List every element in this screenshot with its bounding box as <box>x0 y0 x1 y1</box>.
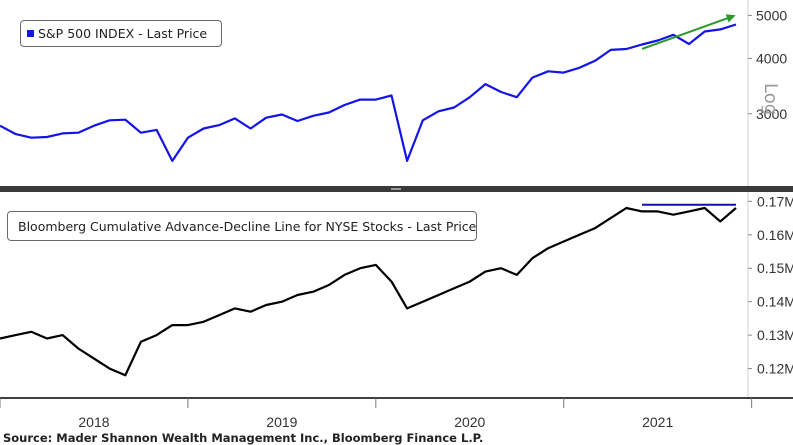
x-tick-label: 2020 <box>454 414 485 430</box>
legend-label-adline: Bloomberg Cumulative Advance-Decline Lin… <box>18 218 477 234</box>
legend-label-sp500: S&P 500 INDEX - Last Price <box>38 26 208 41</box>
top-y-axis-label: Log <box>760 83 781 115</box>
bottom-y-axis: 0.17M 0.16M 0.15M 0.14M 0.13M 0.12M <box>748 193 793 377</box>
bottom-y-tick-label: 0.12M <box>757 361 793 377</box>
trend-arrow-line <box>641 16 731 50</box>
top-y-tick-label: 4000 <box>756 50 787 66</box>
legend-bottom: Bloomberg Cumulative Advance-Decline Lin… <box>7 211 477 241</box>
legend-top: S&P 500 INDEX - Last Price <box>20 20 222 47</box>
x-tick-label: 2021 <box>642 414 673 430</box>
panel-divider-grip <box>391 188 401 190</box>
top-y-tick-label: 3000 <box>756 106 787 122</box>
x-tick-label: 2018 <box>78 414 109 430</box>
bottom-y-tick-label: 0.16M <box>757 227 793 243</box>
bottom-panel-plot <box>0 206 737 377</box>
source-note: Source: Mader Shannon Wealth Management … <box>3 431 484 445</box>
bottom-y-tick-label: 0.17M <box>757 193 793 209</box>
annotations <box>641 14 736 206</box>
legend-swatch-sp500 <box>27 30 34 37</box>
bottom-y-tick-label: 0.13M <box>757 327 793 343</box>
series-line-adline <box>0 206 737 377</box>
trend-arrow-head <box>725 14 736 23</box>
top-y-tick-label: 5000 <box>756 7 787 23</box>
bottom-y-tick-label: 0.14M <box>757 294 793 310</box>
bottom-y-tick-label: 0.15M <box>757 260 793 276</box>
x-tick-label: 2019 <box>266 414 297 430</box>
series-line-sp500 <box>0 23 737 162</box>
x-axis: 2018 2019 2020 2021 <box>0 398 753 430</box>
top-panel-plot <box>0 23 737 162</box>
